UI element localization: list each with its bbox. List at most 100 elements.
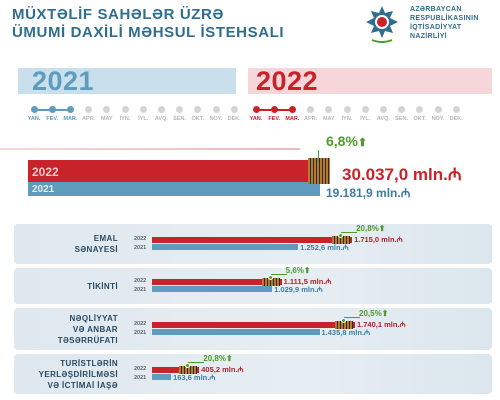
total-bar-2021 (28, 182, 320, 196)
month-label-2021: OKT. (191, 116, 205, 122)
bar-year-tag-2022: 2022 (134, 366, 147, 372)
sector-value-2021: 1.252,6 mln.₼ (300, 243, 349, 252)
bar-year-tag-2022: 2022 (134, 278, 147, 284)
timeline-dot-2021 (212, 106, 220, 113)
timeline-dot-2021 (85, 106, 93, 113)
state-emblem-icon (366, 6, 398, 43)
month-label-2021: DEK. (227, 116, 241, 122)
growth-pin (338, 233, 344, 238)
month-label-2022: FEV. (268, 116, 281, 122)
bar-year-tag-2021: 2021 (134, 245, 147, 251)
timeline-dot-2022 (325, 106, 333, 113)
month-label-2021: İYN. (119, 116, 131, 122)
total-year-2021-label: 2021 (32, 184, 55, 195)
growth-leader (188, 362, 205, 363)
sector-panel (14, 354, 492, 394)
total-growth-leader (318, 150, 319, 162)
timeline-dot-2021 (121, 106, 129, 113)
bar-year-tag-2022: 2022 (134, 236, 147, 242)
timeline-dot-2022 (270, 106, 278, 113)
sector-label: TURİSTLƏRİN (60, 358, 118, 368)
title-line-2: ÜMUMİ DAXİLİ MƏHSUL İSTEHSALI (12, 24, 285, 41)
year-band-2021 (18, 68, 236, 94)
timeline-dot-2021 (194, 106, 202, 113)
total-growth-marker (308, 158, 330, 184)
year-band-2022 (248, 68, 492, 94)
bar-year-tag-2021: 2021 (134, 330, 147, 336)
timeline-dot-2021 (139, 106, 147, 113)
month-label-2022: NOY. (431, 116, 445, 122)
total-bar-2022 (28, 160, 328, 182)
sector-bar-2021 (152, 286, 273, 292)
bar-year-tag-2021: 2021 (134, 287, 147, 293)
sector-value-2022: 1.715,0 mln.₼ (354, 235, 403, 244)
timeline-dot-2021 (230, 106, 238, 113)
sector-value-2022: 1.740,1 mln.₼ (357, 320, 406, 329)
sector-label: VƏ ANBAR (72, 324, 118, 334)
ministry-line-4: NAZİRLİYİ (410, 33, 447, 40)
growth-pin (341, 318, 346, 323)
month-label-2021: YAN. (27, 116, 41, 122)
growth-leader (344, 317, 360, 318)
ministry-line-2: RESPUBLİKASININ (410, 15, 479, 22)
year-label-2021: 2021 (32, 66, 95, 96)
sector-value-2022: 405,2 mln.₼ (201, 365, 244, 374)
timeline-dot-2022 (398, 106, 406, 113)
year-label-2022: 2022 (256, 66, 319, 96)
timeline-dot-2021 (66, 106, 74, 113)
timeline-dot-2021 (157, 106, 165, 113)
month-label-2022: AVQ. (376, 116, 390, 122)
month-label-2021: FEV. (46, 116, 59, 122)
month-label-2022: MAR. (285, 116, 300, 122)
timeline-dot-2022 (416, 106, 424, 113)
month-label-2021: APR. (82, 116, 96, 122)
month-label-2022: YAN. (249, 116, 263, 122)
sector-bar-2022 (152, 279, 282, 285)
sector-bar-2021 (152, 244, 299, 250)
month-label-2022: SEN. (395, 116, 409, 122)
month-label-2021: NOY. (209, 116, 223, 122)
timeline-dot-2022 (252, 106, 260, 113)
growth-pin (267, 275, 273, 280)
title-line-1: MÜXTƏLİF SAHƏLƏR ÜZRƏ (12, 6, 224, 23)
total-value-2021: 19.181,9 mln.₼ (326, 186, 411, 200)
sector-label: VƏ İCTİMAİ İAŞƏ (47, 380, 118, 390)
sector-growth-marker (179, 366, 198, 374)
sector-growth-value: 5,6%⬆ (285, 266, 311, 275)
sector-bar-2022 (152, 367, 200, 373)
month-label-2022: APR. (304, 116, 318, 122)
divider-line (0, 148, 300, 150)
timeline-dot-2022 (361, 106, 369, 113)
sector-label: EMAL (93, 234, 118, 243)
sector-value-2021: 1.029,9 mln.₼ (274, 285, 323, 294)
month-label-2021: AVQ. (154, 116, 168, 122)
sector-value-2022: 1.111,5 mln.₼ (283, 277, 332, 286)
ministry-line-3: İQTİSADİYYAT (410, 24, 462, 31)
month-label-2022: DEK. (449, 116, 463, 122)
total-growth-value: 6,8%⬆ (326, 133, 368, 149)
sector-growth-value: 20,5%⬆ (359, 309, 389, 318)
sector-value-2021: 1.435,8 mln.₼ (321, 328, 371, 337)
timeline-dot-2022 (343, 106, 351, 113)
timeline-dot-2022 (307, 106, 315, 113)
growth-leader (270, 274, 287, 275)
month-label-2021: İYL. (138, 116, 149, 122)
sector-growth-marker (261, 278, 280, 286)
timeline-dot-2022 (288, 106, 296, 113)
timeline-dot-2021 (103, 106, 111, 113)
timeline-dot-2021 (48, 106, 56, 113)
month-label-2021: SEN. (173, 116, 187, 122)
timeline-dot-2022 (379, 106, 387, 113)
month-label-2022: OKT. (413, 116, 427, 122)
total-value-2022: 30.037,0 mln.₼ (342, 165, 462, 184)
sector-bar-2022 (152, 237, 353, 243)
sector-growth-value: 20,8%⬆ (203, 354, 233, 363)
growth-pin (185, 363, 191, 368)
timeline-dot-2021 (176, 106, 184, 113)
sector-label: TİKİNTİ (87, 281, 118, 291)
month-label-2022: İYN. (341, 116, 353, 122)
bar-year-tag-2022: 2022 (134, 321, 147, 327)
sector-growth-marker (332, 236, 351, 244)
growth-leader (341, 232, 358, 233)
sector-label: TƏSƏRRÜFATI (57, 335, 118, 345)
